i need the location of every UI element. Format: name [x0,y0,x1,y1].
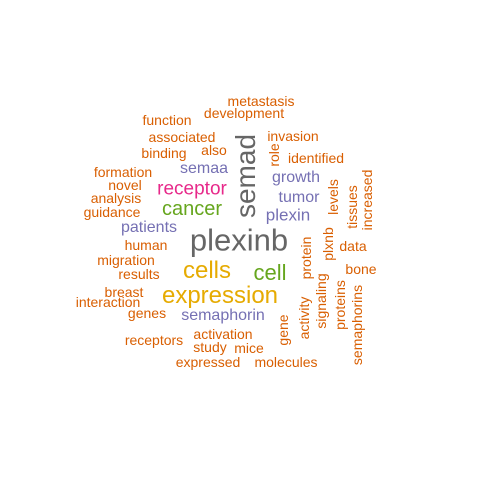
word-formation: formation [93,164,153,180]
word-genes: genes [127,305,167,321]
word-study: study [193,339,227,355]
word-role: role [266,143,282,167]
word-cell: cell [253,260,287,285]
word-growth: growth [271,169,321,186]
word-cells: cells [182,257,232,284]
word-expression: expression [161,282,279,309]
word-also: also [201,142,227,158]
word-proteins: proteins [332,280,348,330]
word-results: results [118,266,160,282]
word-receptor: receptor [157,178,227,200]
word-migration: migration [97,252,155,268]
word-bone: bone [345,261,377,277]
word-associated: associated [148,129,216,145]
word-gene: gene [275,314,291,346]
word-receptors: receptors [124,332,184,348]
word-molecules: molecules [254,354,318,370]
word-levels: levels [325,179,341,215]
word-protein: protein [298,236,314,280]
word-activation: activation [193,326,253,342]
word-signaling: signaling [313,273,329,329]
word-plexinb: plexinb [189,222,289,258]
word-semaphorin: semaphorin [181,307,265,324]
word-human: human [124,237,168,253]
word-patients: patients [120,219,178,236]
word-tissues: tissues [344,185,360,229]
word-development: development [203,105,285,121]
word-novel: novel [108,177,142,193]
word-activity: activity [296,296,312,340]
word-breast: breast [104,284,144,300]
word-semaphorins: semaphorins [349,284,365,366]
word-guidance: guidance [83,204,141,220]
word-interaction: interaction [75,294,141,310]
word-invasion: invasion [267,128,319,144]
word-identified: identified [287,150,345,166]
word-binding: binding [141,145,187,161]
word-analysis: analysis [90,190,142,206]
word-plexin: plexin [265,205,311,225]
word-increased: increased [359,169,375,231]
word-semaa: semaa [179,160,229,177]
word-function: function [142,112,192,128]
word-mice: mice [234,340,264,356]
word-plxnb: plxnb [320,227,336,261]
word-expressed: expressed [175,354,241,370]
word-metastasis: metastasis [227,93,295,109]
word-semad: semad [230,133,261,219]
word-tumor: tumor [278,189,320,206]
word-data: data [339,238,367,254]
word-cancer: cancer [161,198,223,220]
